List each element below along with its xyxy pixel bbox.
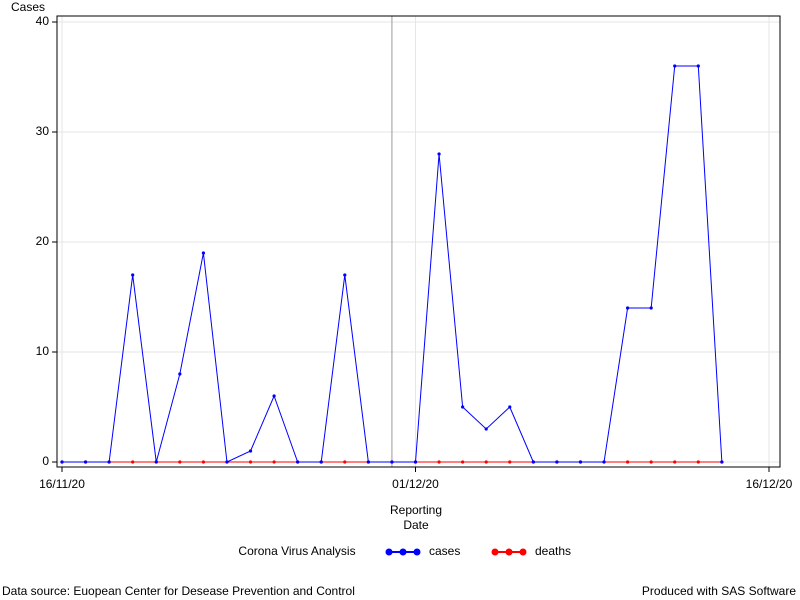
- point: [461, 405, 465, 409]
- y-tick-label: 40: [36, 14, 50, 28]
- point: [484, 460, 488, 464]
- point: [484, 427, 488, 431]
- point: [649, 460, 653, 464]
- point: [696, 64, 700, 68]
- point: [673, 64, 677, 68]
- x-axis-label: Date: [403, 518, 429, 532]
- point: [201, 460, 205, 464]
- x-axis-label: Reporting: [390, 503, 442, 517]
- point: [696, 460, 700, 464]
- point: [131, 273, 135, 277]
- point: [319, 460, 323, 464]
- point: [225, 460, 229, 464]
- legend-marker: [491, 548, 499, 556]
- footnote: Produced with SAS Software: [642, 584, 796, 598]
- point: [272, 460, 276, 464]
- point: [437, 460, 441, 464]
- point: [343, 460, 347, 464]
- point: [461, 460, 465, 464]
- y-tick-label: 20: [36, 234, 50, 248]
- point: [154, 460, 158, 464]
- point: [626, 460, 630, 464]
- point: [107, 460, 111, 464]
- point: [343, 273, 347, 277]
- point: [178, 372, 182, 376]
- legend-label: deaths: [535, 544, 571, 558]
- point: [673, 460, 677, 464]
- point: [508, 405, 512, 409]
- point: [602, 460, 606, 464]
- point: [366, 460, 370, 464]
- x-tick-label: 16/12/20: [746, 477, 793, 491]
- point: [413, 460, 418, 464]
- x-tick-label: 16/11/20: [39, 477, 85, 491]
- legend-marker: [505, 548, 513, 556]
- point: [201, 251, 205, 255]
- point: [60, 460, 64, 464]
- plot-frame: [56, 15, 781, 468]
- point: [272, 394, 276, 398]
- legend-title: Corona Virus Analysis: [238, 544, 355, 558]
- point: [296, 460, 300, 464]
- point: [508, 460, 512, 464]
- point: [248, 449, 253, 453]
- point: [720, 460, 724, 464]
- legend-marker: [385, 548, 393, 556]
- y-tick-label: 0: [42, 454, 49, 468]
- footnote: Data source: Euopean Center for Desease …: [2, 584, 355, 598]
- point: [178, 460, 182, 464]
- point: [437, 152, 441, 156]
- y-tick-label: 30: [36, 124, 50, 138]
- legend-marker: [399, 548, 407, 556]
- y-tick-label: 10: [36, 344, 50, 358]
- point: [390, 460, 394, 464]
- point: [131, 460, 135, 464]
- point: [555, 460, 559, 464]
- point: [626, 306, 630, 310]
- point: [83, 460, 88, 464]
- point: [248, 460, 253, 464]
- legend-marker: [413, 548, 421, 556]
- point: [578, 460, 583, 464]
- point: [649, 306, 653, 310]
- x-tick-label: 01/12/20: [392, 477, 439, 491]
- legend-marker: [519, 548, 527, 556]
- legend-label: cases: [429, 544, 460, 558]
- point: [531, 460, 535, 464]
- y-axis-label: Cases: [11, 0, 45, 14]
